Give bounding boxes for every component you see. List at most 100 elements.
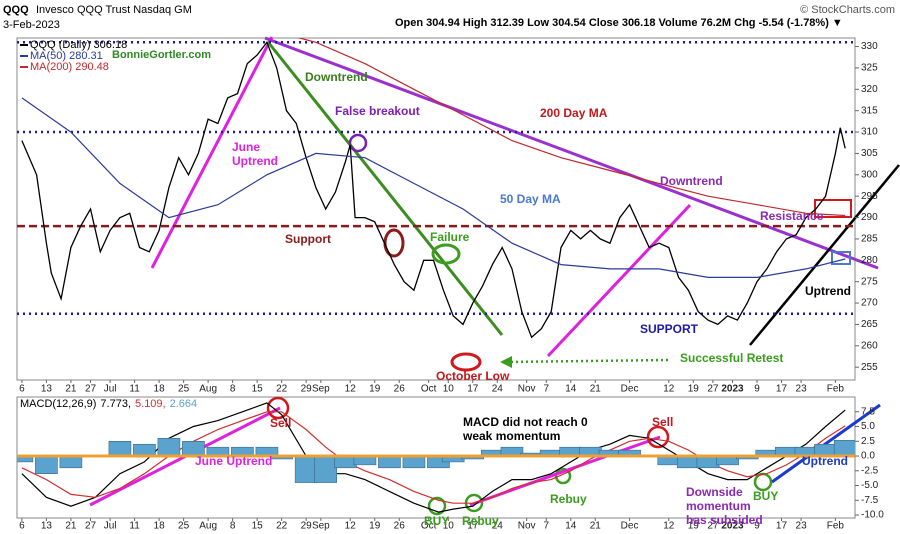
credit: © StockCharts.com <box>800 4 895 16</box>
plot <box>21 38 846 339</box>
date: 3-Feb-2023 <box>3 19 60 31</box>
x-tick-label: 6 <box>19 384 25 395</box>
y-tick-label: 265 <box>861 319 878 330</box>
x-tick-label: 10 <box>443 521 455 532</box>
annotation: October Low <box>436 369 510 383</box>
x-tick-label: 7 <box>543 384 549 395</box>
histogram-bar <box>314 455 338 483</box>
x-tick-label: Jul <box>104 384 117 395</box>
highlight <box>753 472 773 492</box>
x-tick-label: Feb <box>827 521 845 532</box>
quote: Open 304.94 High 312.39 Low 304.54 Close… <box>395 17 843 29</box>
y-tick-label: 7.5 <box>861 406 875 417</box>
annotation: 50 Day MA <box>500 192 561 206</box>
annotation: SUPPORT <box>640 322 699 336</box>
y-tick-label: 270 <box>861 298 878 309</box>
y-tick-label: 0.0 <box>861 451 875 462</box>
x-tick-label: 11 <box>129 384 140 395</box>
histogram-bar <box>402 455 426 469</box>
histogram-bar <box>378 455 401 469</box>
x-tick-label: 19 <box>369 384 381 395</box>
x-tick-label: 27 <box>85 384 97 395</box>
x-tick-label: 2023 <box>721 384 744 395</box>
x-tick-label: 21 <box>590 521 602 532</box>
annotation: June Uptrend <box>195 454 272 468</box>
x-tick-label: 8 <box>230 521 236 532</box>
x-tick-label: 14 <box>565 384 577 395</box>
x-tick-label: 22 <box>276 521 288 532</box>
trendline <box>771 403 881 484</box>
x-tick-label: 19 <box>688 521 700 532</box>
x-tick-label: 21 <box>65 384 77 395</box>
trendline <box>749 164 900 346</box>
series-line <box>21 402 846 513</box>
series-line <box>21 40 846 339</box>
x-tick-label: 18 <box>154 384 166 395</box>
x-tick-label: 21 <box>65 521 77 532</box>
annotation: weak momentum <box>462 429 560 443</box>
x-tick-label: 2023 <box>721 521 744 532</box>
y-tick-label: 295 <box>861 191 878 202</box>
legend-label: 2.664 <box>170 398 198 410</box>
highlight <box>554 467 572 485</box>
y-tick-label: 255 <box>861 362 878 373</box>
histogram-bar <box>696 455 720 469</box>
x-tick-label: 23 <box>796 521 808 532</box>
x-tick-label: 11 <box>129 521 140 532</box>
x-tick-label: 19 <box>688 384 700 395</box>
annotation: has subsided <box>686 513 763 527</box>
histogram-bar <box>677 455 700 469</box>
y-tick-label: -2.5 <box>861 465 879 476</box>
annotation: momentum <box>686 499 751 513</box>
legend-label: 5.109, <box>135 398 166 410</box>
y-tick-label: 305 <box>861 148 878 159</box>
annotation: BUY <box>424 514 449 528</box>
x-tick-label: 29 <box>301 384 313 395</box>
highlight <box>450 352 482 372</box>
x-tick-label: 9 <box>754 384 760 395</box>
annotation: Sell <box>652 415 673 429</box>
histogram-bar <box>59 455 83 469</box>
x-tick-label: 22 <box>276 384 288 395</box>
annotation: Support <box>285 232 331 246</box>
histogram-bar <box>157 438 181 457</box>
x-tick-label: 12 <box>345 521 357 532</box>
y-tick-label: 290 <box>861 212 878 223</box>
x-tick-label: 24 <box>492 521 504 532</box>
x-tick-label: 6 <box>19 521 25 532</box>
y-tick-label: 320 <box>861 84 878 95</box>
trendline <box>264 36 879 270</box>
histogram-bar <box>334 455 357 469</box>
x-tick-label: Nov <box>518 384 536 395</box>
highlight <box>266 396 290 420</box>
x-tick-label: 24 <box>492 384 504 395</box>
x-tick-label: 15 <box>252 521 264 532</box>
histogram-bar <box>108 441 132 457</box>
y-tick-label: 285 <box>861 234 878 245</box>
x-tick-label: 27 <box>707 384 719 395</box>
annotation: Uptrend <box>805 284 851 298</box>
x-tick-label: 13 <box>41 384 53 395</box>
x-tick-label: Sep <box>312 521 330 532</box>
annotation: June <box>232 140 260 154</box>
highlight <box>646 425 670 449</box>
x-tick-label: 17 <box>467 521 479 532</box>
series-line <box>21 97 846 278</box>
x-tick-label: Dec <box>621 521 639 532</box>
annotation: Sell <box>270 416 291 430</box>
arrow-head <box>500 356 512 368</box>
x-tick-label: 29 <box>301 521 313 532</box>
x-tick-label: 17 <box>776 384 788 395</box>
macd-title: MACD(12,26,9) <box>20 398 96 410</box>
trendline <box>266 41 504 336</box>
highlight <box>431 243 461 265</box>
watermark: BonnieGortler.com <box>112 49 211 61</box>
x-tick-label: 17 <box>467 384 479 395</box>
legend-label: MA(200) 290.48 <box>30 61 109 73</box>
histogram-bar <box>294 455 318 483</box>
annotation: Uptrend <box>802 454 848 468</box>
x-tick-label: 18 <box>154 521 166 532</box>
y-tick-label: 5.0 <box>861 421 875 432</box>
x-tick-label: Aug <box>199 384 217 395</box>
histogram-bar <box>133 443 156 457</box>
